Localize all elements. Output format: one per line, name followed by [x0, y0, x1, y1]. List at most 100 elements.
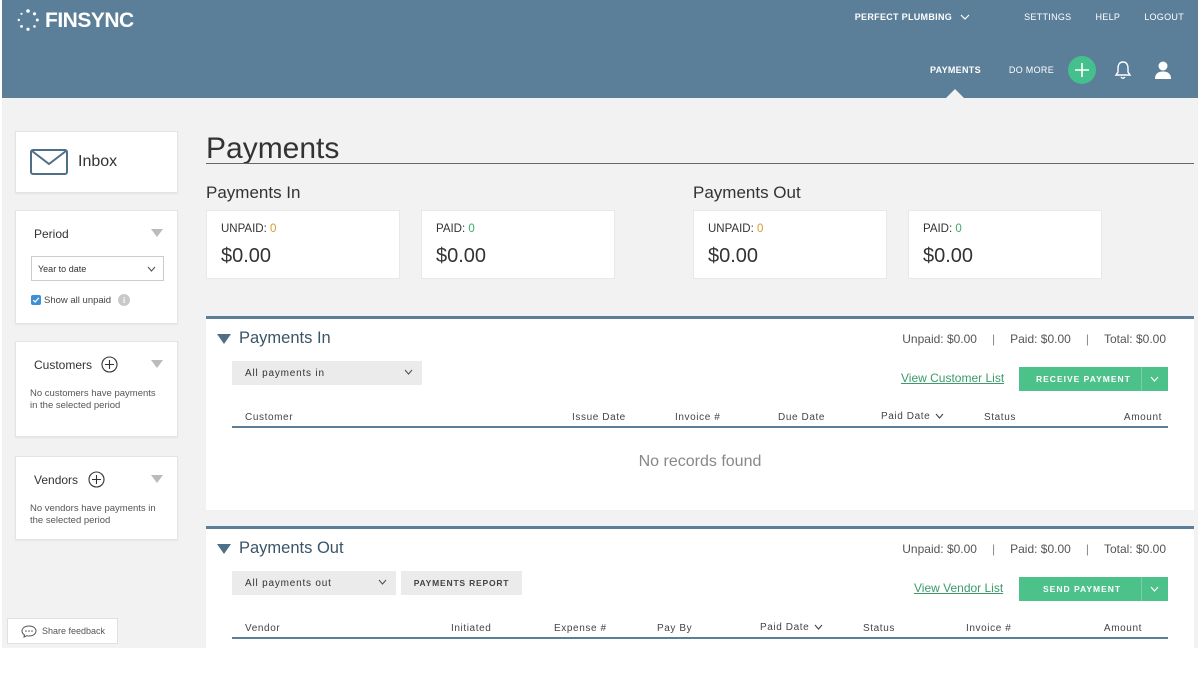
payments-out-filter[interactable]: All payments out — [232, 571, 396, 595]
collapse-caret-icon[interactable] — [151, 360, 163, 368]
show-unpaid-checkbox[interactable] — [31, 295, 41, 305]
button-divider — [1141, 367, 1142, 391]
collapse-caret-icon[interactable] — [151, 229, 163, 237]
page-title: Payments — [206, 132, 340, 165]
summary-out-unpaid-card: UNPAID: 0 $0.00 — [693, 210, 887, 279]
col-pay-by[interactable]: Pay By — [657, 623, 693, 634]
paid-label: PAID: 0 — [436, 223, 475, 235]
inbox-label: Inbox — [78, 153, 118, 170]
filter-value: All payments out — [245, 578, 332, 589]
col-paid-date[interactable]: Paid Date — [881, 411, 944, 422]
collapse-triangle-icon[interactable] — [217, 334, 231, 344]
title-divider — [206, 163, 1194, 164]
customers-card: Customers No customers have payments in … — [15, 341, 178, 437]
unpaid-amount: $0.00 — [708, 245, 759, 267]
col-status[interactable]: Status — [984, 412, 1016, 423]
col-status[interactable]: Status — [863, 623, 895, 634]
app-window: FINSYNC PERFECT PLUMBING SETTINGS HELP L… — [2, 0, 1198, 648]
vendors-card: Vendors No vendors have payments in the … — [15, 456, 178, 540]
vendors-title: Vendors — [34, 473, 79, 487]
period-select[interactable]: Year to date — [31, 256, 164, 281]
collapse-triangle-icon[interactable] — [217, 544, 231, 554]
envelope-icon — [30, 149, 68, 175]
unpaid-label: UNPAID: 0 — [708, 223, 764, 235]
grand-total: Total: $0.00 — [1103, 542, 1166, 556]
inbox-card[interactable]: Inbox — [15, 131, 178, 193]
collapse-caret-icon[interactable] — [151, 475, 163, 483]
paid-count: 0 — [955, 223, 962, 235]
chevron-down-icon — [147, 266, 156, 272]
col-amount[interactable]: Amount — [1103, 623, 1142, 634]
unpaid-count: 0 — [757, 223, 764, 235]
payments-in-filter[interactable]: All payments in — [232, 361, 422, 385]
payments-out-panel: Payments Out Unpaid: $0.00 | Paid: $0.00… — [206, 526, 1194, 648]
payments-in-title: Payments In — [239, 329, 331, 347]
top-header: FINSYNC PERFECT PLUMBING SETTINGS HELP L… — [2, 0, 1198, 98]
main-nav: PAYMENTS DO MORE — [930, 56, 1172, 84]
plus-icon — [1075, 63, 1089, 77]
add-vendor-icon[interactable] — [88, 471, 105, 488]
active-nav-caret — [946, 89, 964, 98]
unpaid-amount: $0.00 — [221, 245, 272, 267]
info-icon[interactable]: i — [118, 294, 131, 306]
nav-do-more[interactable]: DO MORE — [1008, 65, 1054, 75]
send-payment-button[interactable]: SEND PAYMENT — [1019, 577, 1168, 601]
summary-in-unpaid-card: UNPAID: 0 $0.00 — [206, 210, 400, 279]
payments-in-totals: Unpaid: $0.00 | Paid: $0.00 | Total: $0.… — [902, 332, 1166, 346]
share-feedback-button[interactable]: Share feedback — [7, 618, 118, 644]
customers-title: Customers — [34, 358, 93, 372]
brand-name: FINSYNC — [45, 9, 134, 32]
period-title: Period — [34, 227, 69, 241]
chevron-down-icon[interactable] — [1150, 376, 1159, 382]
payments-report-button[interactable]: PAYMENTS REPORT — [401, 571, 522, 595]
receive-payment-button[interactable]: RECEIVE PAYMENT — [1019, 367, 1168, 391]
chevron-down-icon[interactable] — [1150, 586, 1159, 592]
quick-add-button[interactable] — [1068, 56, 1096, 84]
settings-link[interactable]: SETTINGS — [1024, 12, 1072, 22]
help-link[interactable]: HELP — [1095, 12, 1121, 22]
col-invoice[interactable]: Invoice # — [675, 412, 721, 423]
unpaid-total: Unpaid: $0.00 — [902, 542, 977, 556]
filter-value: All payments in — [245, 368, 325, 379]
send-payment-label: SEND PAYMENT — [1043, 584, 1122, 594]
payments-out-totals: Unpaid: $0.00 | Paid: $0.00 | Total: $0.… — [902, 542, 1166, 556]
summary-out-heading: Payments Out — [693, 183, 801, 202]
col-expense[interactable]: Expense # — [554, 623, 607, 634]
customers-empty-message: No customers have payments in the select… — [30, 388, 156, 411]
chevron-down-icon — [404, 369, 413, 375]
view-customer-list-link[interactable]: View Customer List — [901, 371, 1005, 385]
col-vendor[interactable]: Vendor — [245, 623, 281, 634]
finsync-logo[interactable]: FINSYNC — [16, 8, 134, 34]
nav-payments[interactable]: PAYMENTS — [929, 65, 981, 75]
show-unpaid-toggle[interactable]: Show all unpaid i — [31, 294, 131, 306]
col-due-date[interactable]: Due Date — [778, 412, 826, 423]
col-amount[interactable]: Amount — [1123, 412, 1162, 423]
add-customer-icon[interactable] — [101, 356, 118, 373]
paid-amount: $0.00 — [923, 245, 974, 267]
bell-icon[interactable] — [1114, 60, 1132, 80]
chevron-down-icon — [378, 579, 387, 585]
paid-total: Paid: $0.00 — [1010, 542, 1071, 556]
totals-separator: | — [991, 332, 996, 346]
top-utility-nav: PERFECT PLUMBING SETTINGS HELP LOGOUT — [855, 12, 1184, 22]
view-vendor-list-link[interactable]: View Vendor List — [914, 581, 1004, 595]
col-invoice[interactable]: Invoice # — [966, 623, 1012, 634]
user-icon[interactable] — [1154, 60, 1172, 80]
payments-in-table-header: Customer Issue Date Invoice # Due Date P… — [232, 408, 1168, 428]
chat-bubble-icon — [21, 624, 37, 638]
col-paid-date[interactable]: Paid Date — [760, 622, 823, 633]
payments-out-title: Payments Out — [239, 539, 344, 557]
period-selected-value: Year to date — [38, 264, 87, 274]
summary-out-paid-card: PAID: 0 $0.00 — [908, 210, 1102, 279]
col-customer[interactable]: Customer — [245, 412, 294, 423]
payments-out-table-header: Vendor Initiated Expense # Pay By Paid D… — [232, 619, 1168, 639]
empty-state-message: No records found — [638, 453, 762, 470]
col-issue-date[interactable]: Issue Date — [572, 412, 626, 423]
show-unpaid-label: Show all unpaid — [44, 294, 112, 306]
sort-chevron-icon — [814, 624, 823, 630]
logout-link[interactable]: LOGOUT — [1144, 12, 1184, 22]
company-switcher[interactable]: PERFECT PLUMBING — [855, 12, 970, 22]
totals-separator: | — [1085, 542, 1089, 556]
col-initiated[interactable]: Initiated — [451, 623, 492, 634]
vendors-empty-message: No vendors have payments in the selected… — [30, 503, 156, 526]
